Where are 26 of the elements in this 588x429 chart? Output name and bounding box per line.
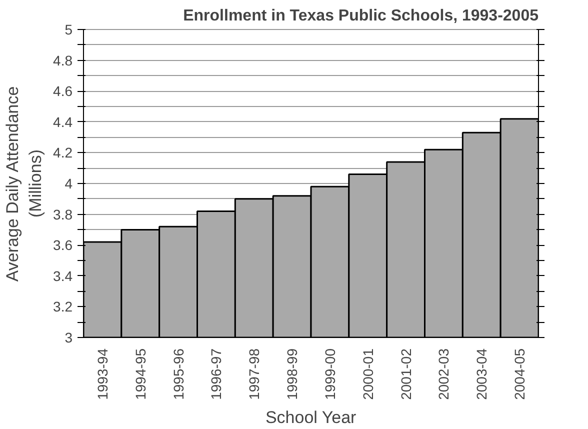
x-tick-label: 2004-05 [512, 348, 528, 400]
x-tick-label: 1993-94 [94, 348, 110, 400]
x-tick-label: 1999-00 [322, 348, 338, 400]
x-tick-label: 1997-98 [246, 348, 262, 400]
y-tick-label: 4.4 [53, 114, 73, 130]
y-tick-label: 3.2 [53, 298, 73, 315]
y-tick-label: 5 [64, 22, 73, 38]
x-tick-label: 1994-95 [132, 348, 148, 400]
y-tick-label: 3.8 [53, 206, 73, 222]
y-tick-label: 4.2 [53, 144, 73, 161]
x-tick-label: 1996-97 [208, 348, 224, 400]
x-tick-label: 1995-96 [170, 348, 186, 400]
x-tick-label: 2002-03 [436, 348, 452, 400]
y-tick-label: 3 [64, 330, 73, 346]
y-tick-label: 4 [64, 176, 73, 192]
x-tick-label: 1998-99 [284, 348, 300, 400]
x-tick-label: 2000-01 [360, 348, 376, 400]
chart-title: Enrollment in Texas Public Schools, 1993-2005 [183, 8, 539, 24]
y-tick-label: 3.4 [53, 268, 73, 284]
x-tick-label: 2001-02 [398, 348, 414, 400]
x-tick-label: 2003-04 [474, 348, 490, 400]
y-axis-title: Average Daily Attendance (Millions) [3, 86, 46, 282]
y-tick-label: 4.6 [53, 83, 73, 100]
y-tick-label: 3.6 [53, 237, 73, 254]
x-axis-title: School Year [265, 408, 357, 427]
y-tick-label: 4.8 [53, 52, 73, 68]
